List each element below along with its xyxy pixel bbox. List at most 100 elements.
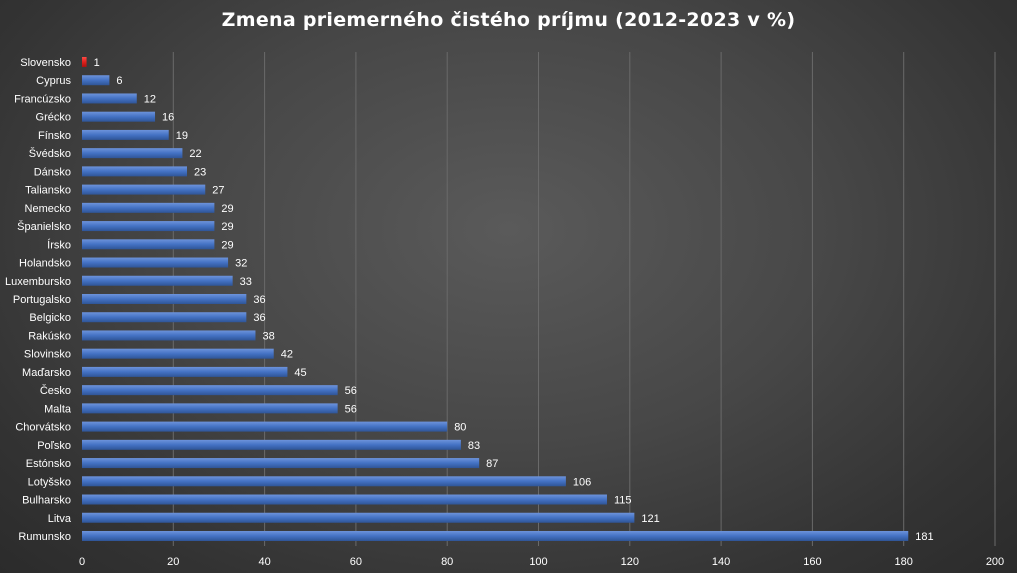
data-label: 29 [221, 203, 233, 215]
category-label: Taliansko [25, 185, 71, 197]
data-label: 56 [345, 403, 357, 415]
category-label: Chorvátsko [15, 422, 71, 434]
data-label: 115 [614, 495, 632, 507]
bar [82, 57, 87, 67]
bar [82, 184, 206, 195]
data-label: 32 [235, 258, 247, 270]
category-label: Malta [44, 403, 72, 415]
bar [82, 257, 229, 268]
category-labels: Slovensko Cyprus Francúzsko Grécko Fínsko Švé… [5, 57, 72, 543]
category-label: Belgicko [29, 312, 71, 324]
data-label: 29 [221, 239, 233, 251]
bars [82, 57, 909, 541]
bar [82, 421, 448, 432]
category-label: Česko [40, 384, 71, 397]
bar [82, 512, 635, 523]
data-label: 83 [468, 440, 480, 452]
x-tick-label: 120 [621, 556, 639, 568]
bar [82, 366, 288, 377]
category-label: Grécko [36, 112, 71, 124]
category-label: Holandsko [19, 258, 71, 270]
value-labels: 1612161922232729292932333636384245565680… [94, 57, 934, 543]
data-label: 22 [189, 148, 201, 160]
bar [82, 330, 256, 341]
category-label: Portugalsko [13, 294, 71, 306]
data-label: 80 [454, 422, 466, 434]
bar [82, 75, 110, 86]
bar [82, 439, 461, 450]
x-tick-label: 60 [350, 556, 362, 568]
data-label: 29 [221, 221, 233, 233]
category-label: Maďarsko [22, 367, 71, 379]
x-tick-label: 80 [441, 556, 453, 568]
bar [82, 111, 156, 122]
data-label: 36 [253, 312, 265, 324]
bar [82, 166, 187, 177]
x-axis-tick-labels: 0 20 40 60 80 100 120 140 160 180 200 [79, 556, 1004, 568]
category-label: Rumunsko [18, 531, 71, 543]
gridlines [172, 52, 996, 546]
data-label: 23 [194, 166, 206, 178]
category-label: Slovensko [20, 57, 71, 69]
bar [82, 458, 480, 469]
data-label: 33 [240, 276, 252, 288]
bar [82, 348, 274, 359]
data-label: 56 [345, 385, 357, 397]
category-label: Španielsko [17, 220, 71, 233]
category-label: Litva [48, 513, 72, 525]
bar [82, 239, 215, 250]
bar [82, 494, 607, 505]
category-label: Dánsko [34, 166, 71, 178]
data-label: 38 [262, 330, 274, 342]
bar [82, 476, 566, 487]
category-label: Írsko [47, 238, 71, 251]
data-label: 87 [486, 458, 498, 470]
bar [82, 530, 909, 541]
bar [82, 403, 338, 414]
x-tick-label: 0 [79, 556, 85, 568]
data-label: 12 [144, 93, 156, 105]
bar [82, 312, 247, 323]
data-label: 27 [212, 185, 224, 197]
bar [82, 129, 169, 140]
category-label: Lotyšsko [28, 476, 71, 488]
category-label: Bulharsko [22, 495, 71, 507]
x-tick-label: 180 [895, 556, 913, 568]
x-tick-label: 140 [712, 556, 730, 568]
data-label: 121 [641, 513, 659, 525]
x-tick-label: 40 [258, 556, 270, 568]
bar [82, 275, 233, 286]
data-label: 106 [573, 476, 591, 488]
x-tick-label: 100 [529, 556, 547, 568]
bar [82, 293, 247, 304]
category-label: Poľsko [37, 440, 71, 452]
bar [82, 93, 137, 104]
category-label: Slovinsko [24, 349, 71, 361]
category-label: Nemecko [25, 203, 71, 215]
data-label: 42 [281, 349, 293, 361]
data-label: 36 [253, 294, 265, 306]
category-label: Švédsko [29, 147, 71, 160]
data-label: 19 [176, 130, 188, 142]
chart-title: Zmena priemerného čistého príjmu (2012-2… [221, 9, 796, 31]
data-label: 6 [116, 75, 122, 87]
category-label: Francúzsko [14, 93, 71, 105]
bar [82, 148, 183, 159]
x-tick-label: 160 [803, 556, 821, 568]
data-label: 45 [294, 367, 306, 379]
data-label: 181 [915, 531, 933, 543]
x-tick-label: 200 [986, 556, 1004, 568]
x-tick-label: 20 [167, 556, 179, 568]
category-label: Fínsko [38, 130, 71, 142]
bar [82, 385, 338, 396]
bar [82, 202, 215, 213]
category-label: Estónsko [26, 458, 71, 470]
category-label: Luxembursko [5, 276, 71, 288]
category-label: Cyprus [36, 75, 71, 87]
data-label: 1 [94, 57, 100, 69]
data-label: 16 [162, 112, 174, 124]
bar [82, 221, 215, 232]
category-label: Rakúsko [28, 330, 71, 342]
